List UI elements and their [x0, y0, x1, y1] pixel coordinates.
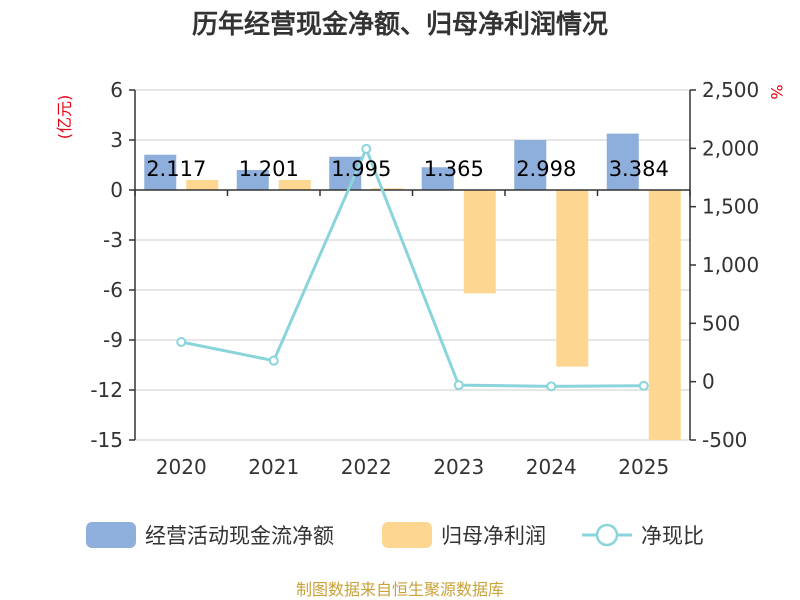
legend-swatch-cashflow — [86, 522, 136, 548]
bar-cashflow — [421, 167, 454, 190]
ratio-point — [453, 380, 464, 391]
legend: 经营活动现金流净额 归母净利润 净现比 — [86, 522, 704, 548]
source-note: 制图数据来自恒生聚源数据库 — [296, 580, 504, 599]
x-tick-label: 2020 — [156, 455, 207, 479]
cashflow-value-label: 3.384 — [609, 157, 669, 181]
bar-cashflow — [144, 154, 177, 190]
bar-netprofit — [278, 180, 311, 190]
right-tick-label: 2,500 — [702, 78, 759, 102]
legend-label-cashflow: 经营活动现金流净额 — [145, 524, 334, 548]
left-tick-label: 6 — [110, 78, 123, 102]
bar-netprofit — [556, 190, 589, 367]
bar-netprofit — [463, 190, 496, 294]
data-labels: 2.117 1.201 1.995 1.365 2.998 3.384 — [146, 157, 669, 181]
ratio-point — [546, 381, 557, 392]
left-tick-label: 3 — [110, 128, 123, 152]
cashflow-value-label: 1.201 — [239, 157, 299, 181]
right-tick-label: 0 — [702, 370, 715, 394]
ratio-point — [638, 380, 649, 391]
left-tick-label: -15 — [90, 428, 123, 452]
left-tick-label: -12 — [90, 378, 123, 402]
right-tick-label: 500 — [702, 311, 740, 335]
bar-netprofit — [648, 190, 681, 440]
x-tick-label: 2025 — [618, 455, 669, 479]
ratio-line-path — [180, 144, 644, 388]
legend-marker-ratio — [595, 523, 619, 547]
cashflow-value-label: 2.117 — [146, 157, 206, 181]
right-tick-label: 1,500 — [702, 195, 759, 219]
right-tick-label: 1,000 — [702, 253, 759, 277]
bar-cashflow — [236, 169, 269, 190]
cashflow-value-label: 1.995 — [331, 157, 391, 181]
x-tick-label: 2024 — [526, 455, 577, 479]
ratio-line — [176, 143, 649, 392]
legend-item-cashflow[interactable]: 经营活动现金流净额 — [86, 522, 334, 548]
x-tick-label: 2022 — [341, 455, 392, 479]
right-axis-unit: % — [767, 84, 786, 99]
cashflow-value-label: 2.998 — [516, 157, 576, 181]
right-tick-label: 2,000 — [702, 136, 759, 160]
legend-label-ratio: 净现比 — [641, 524, 704, 548]
axes: 6 3 0 -3 -6 -9 -12 -15 2,500 2,000 1,500 1,000 500 0 -… — [90, 78, 759, 479]
bar-cashflow — [606, 133, 639, 190]
bar-netprofit — [186, 180, 219, 190]
x-tick-label: 2023 — [433, 455, 484, 479]
legend-item-netprofit[interactable]: 归母净利润 — [382, 522, 546, 548]
chart-title: 历年经营现金净额、归母净利润情况 — [192, 9, 608, 40]
left-tick-label: -6 — [103, 278, 123, 302]
bar-cashflow — [514, 140, 547, 190]
left-tick-label: -3 — [103, 228, 123, 252]
legend-swatch-netprofit — [382, 522, 432, 548]
bars — [144, 133, 681, 440]
legend-label-netprofit: 归母净利润 — [441, 524, 546, 548]
x-tick-label: 2021 — [248, 455, 299, 479]
ratio-point — [268, 355, 279, 366]
left-axis-unit: (亿元) — [55, 95, 74, 140]
bar-netprofit — [371, 188, 404, 190]
left-tick-label: -9 — [103, 328, 123, 352]
left-tick-label: 0 — [110, 178, 123, 202]
cashflow-value-label: 1.365 — [424, 157, 484, 181]
right-tick-label: -500 — [702, 428, 747, 452]
ratio-point — [361, 143, 372, 154]
legend-item-ratio[interactable]: 净现比 — [582, 523, 704, 548]
ratio-point — [176, 337, 187, 347]
